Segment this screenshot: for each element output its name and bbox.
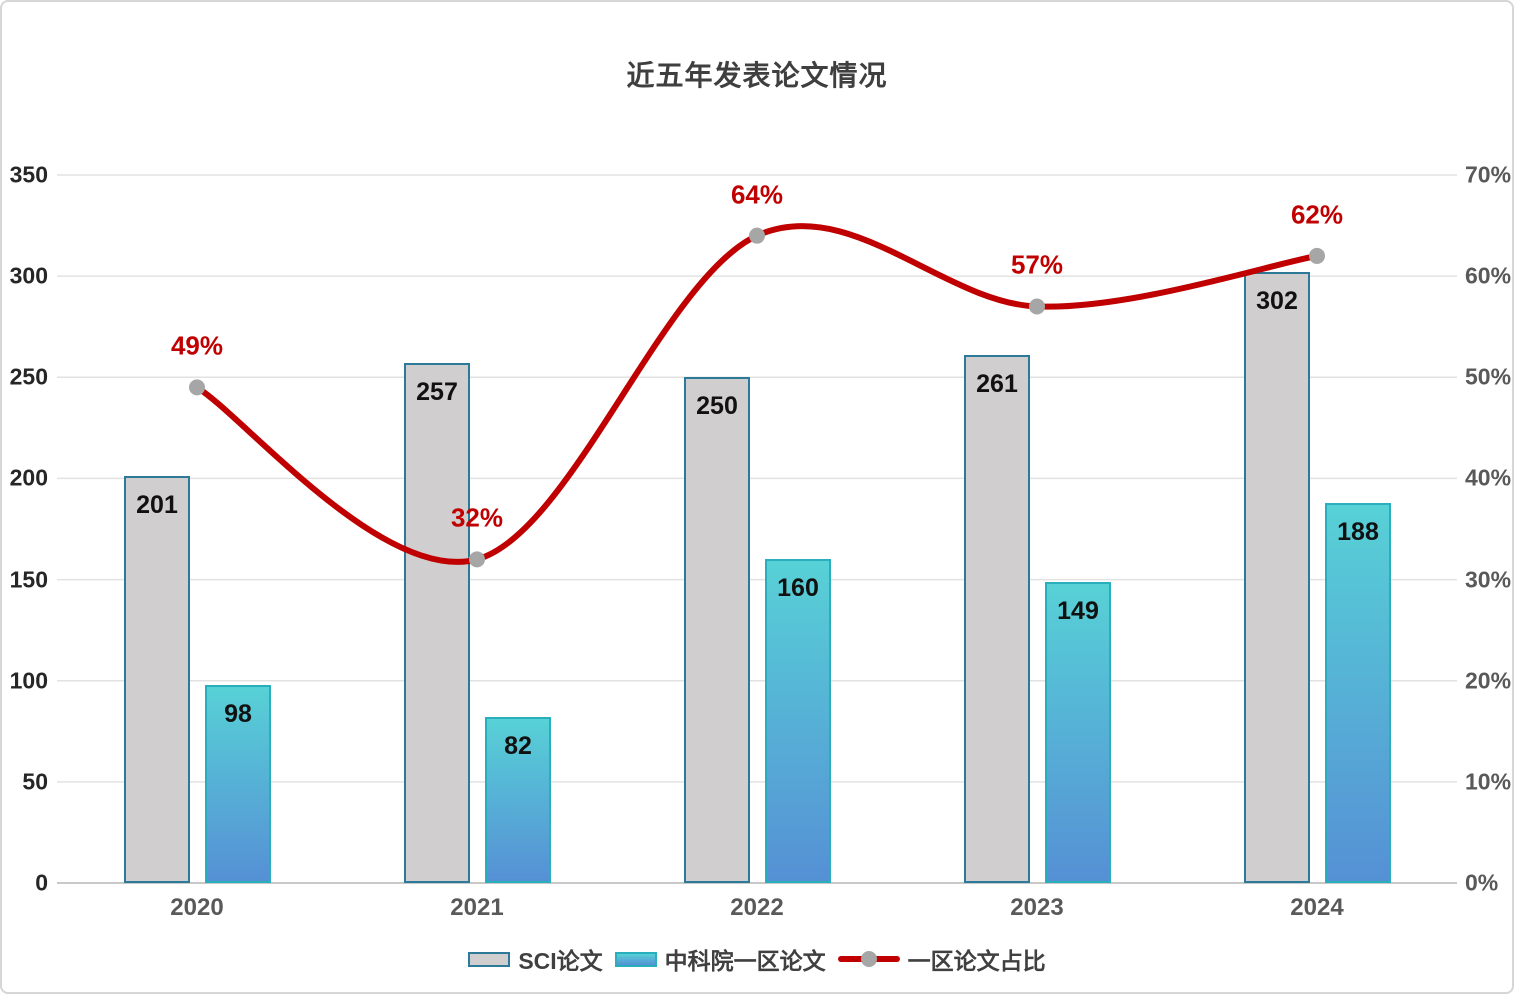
legend-item-cas1: 中科院一区论文 <box>614 942 826 976</box>
bar-value-label: 257 <box>416 378 458 407</box>
chart-legend: SCI论文 中科院一区论文 一区论文占比 <box>2 942 1512 976</box>
bar-cas1-2024: 188 <box>1325 502 1391 883</box>
bar-value-label: 201 <box>136 491 178 520</box>
bar-cas1-2023: 149 <box>1045 581 1111 883</box>
legend-swatch-cas1 <box>614 951 657 967</box>
bar-sci-2023: 261 <box>964 355 1030 883</box>
legend-item-ratio: 一区论文占比 <box>837 942 1046 976</box>
bar-sci-2020: 201 <box>124 476 190 883</box>
legend-swatch-sci <box>468 951 511 967</box>
bar-value-label: 250 <box>696 392 738 421</box>
bar-value-label: 302 <box>1256 287 1298 316</box>
bar-cas1-2021: 82 <box>485 717 551 883</box>
legend-label: SCI论文 <box>518 948 603 974</box>
bar-cas1-2020: 98 <box>205 684 271 883</box>
bar-cas1-2022: 160 <box>765 559 831 883</box>
bar-value-label: 160 <box>777 574 819 603</box>
bar-value-label: 261 <box>976 370 1018 399</box>
legend-item-sci: SCI论文 <box>468 942 603 976</box>
legend-label: 一区论文占比 <box>907 948 1046 974</box>
bar-sci-2021: 257 <box>404 363 470 883</box>
bar-value-label: 98 <box>224 699 252 728</box>
chart-title: 近五年发表论文情况 <box>626 60 888 91</box>
bar-sci-2022: 250 <box>684 377 750 883</box>
bar-value-label: 149 <box>1057 596 1099 625</box>
bar-value-label: 82 <box>504 732 532 761</box>
legend-label: 中科院一区论文 <box>664 948 826 974</box>
bar-sci-2024: 302 <box>1244 272 1310 883</box>
legend-line-marker-icon <box>837 950 900 968</box>
bar-value-label: 188 <box>1337 517 1379 546</box>
